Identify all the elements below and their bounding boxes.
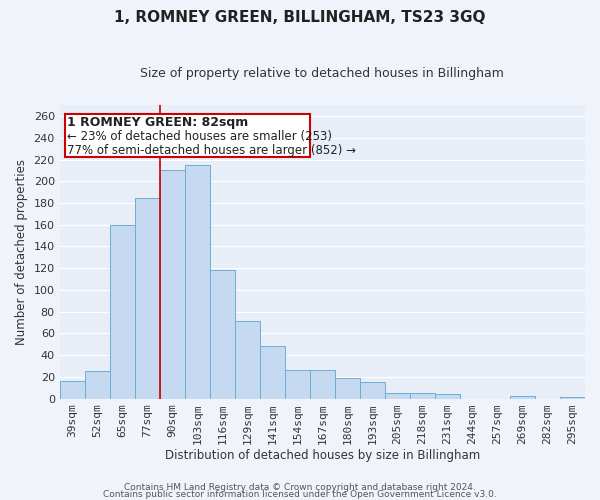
FancyBboxPatch shape (65, 114, 310, 158)
Bar (135, 198, 160, 398)
Text: 77% of semi-detached houses are larger (852) →: 77% of semi-detached houses are larger (… (67, 144, 356, 158)
Bar (210, 270, 235, 398)
Bar (235, 322, 260, 398)
Bar (185, 165, 210, 398)
Text: 1, ROMNEY GREEN, BILLINGHAM, TS23 3GQ: 1, ROMNEY GREEN, BILLINGHAM, TS23 3GQ (114, 10, 486, 25)
Bar (59, 381, 85, 398)
Bar (285, 370, 310, 398)
Bar (110, 225, 135, 398)
Text: Contains HM Land Registry data © Crown copyright and database right 2024.: Contains HM Land Registry data © Crown c… (124, 484, 476, 492)
X-axis label: Distribution of detached houses by size in Billingham: Distribution of detached houses by size … (165, 450, 480, 462)
Text: 1 ROMNEY GREEN: 82sqm: 1 ROMNEY GREEN: 82sqm (67, 116, 248, 129)
Bar (510, 396, 535, 398)
Bar (160, 170, 185, 398)
Bar (260, 346, 285, 399)
Bar (410, 393, 435, 398)
Y-axis label: Number of detached properties: Number of detached properties (15, 159, 28, 345)
Title: Size of property relative to detached houses in Billingham: Size of property relative to detached ho… (140, 68, 504, 80)
Bar (435, 394, 460, 398)
Bar (385, 393, 410, 398)
Bar (310, 370, 335, 398)
Text: Contains public sector information licensed under the Open Government Licence v3: Contains public sector information licen… (103, 490, 497, 499)
Bar (360, 382, 385, 398)
Text: ← 23% of detached houses are smaller (253): ← 23% of detached houses are smaller (25… (67, 130, 332, 143)
Bar (335, 378, 360, 398)
Bar (85, 372, 110, 398)
